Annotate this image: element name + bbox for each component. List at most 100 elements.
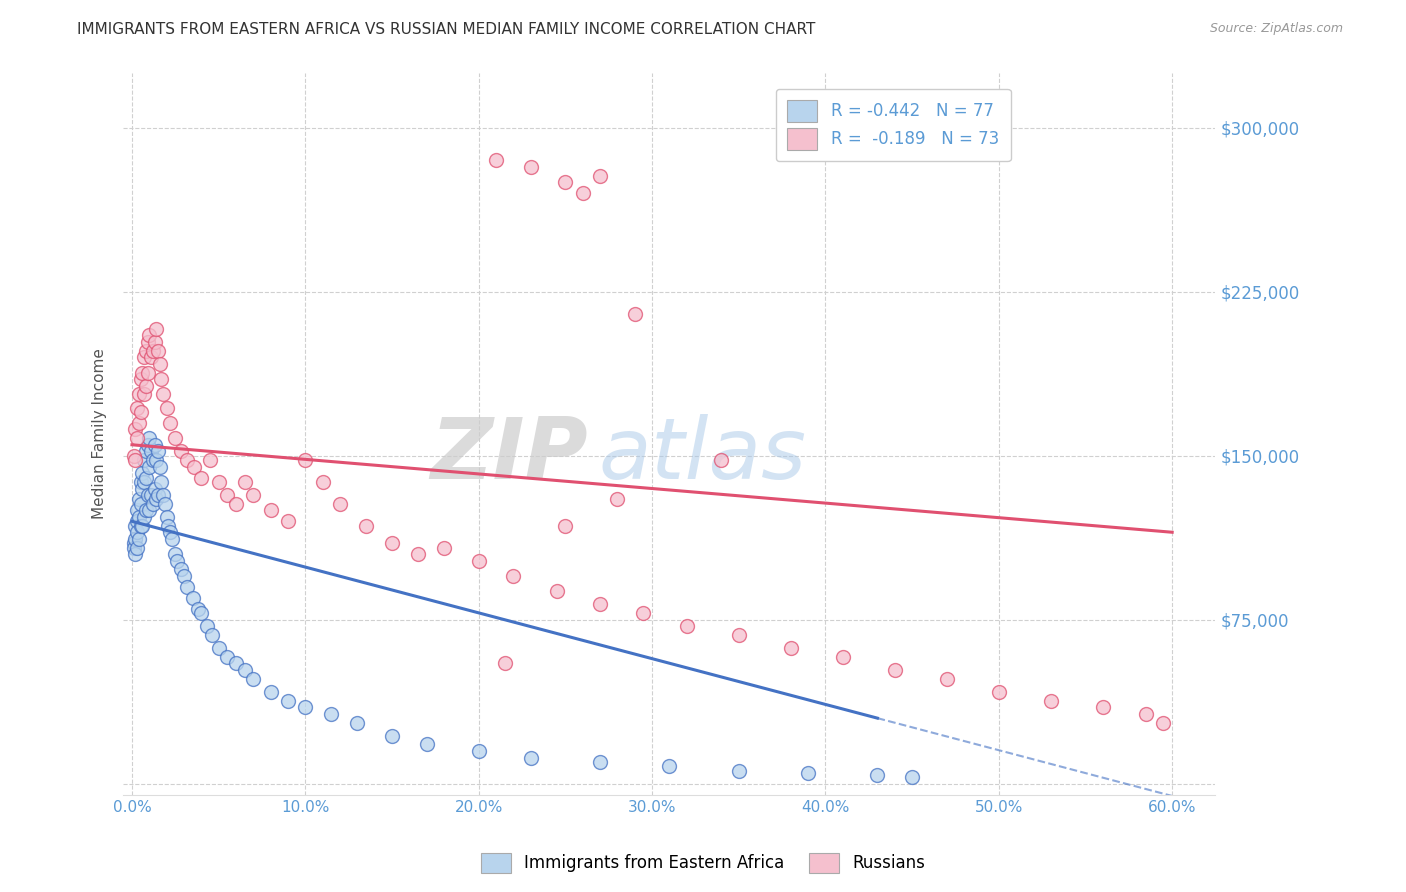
Point	[156, 510, 179, 524]
Text: ZIP: ZIP	[430, 414, 588, 497]
Point	[156, 401, 179, 415]
Point	[294, 453, 316, 467]
Legend: Immigrants from Eastern Africa, Russians: Immigrants from Eastern Africa, Russians	[474, 847, 932, 880]
Point	[128, 510, 150, 524]
Point	[208, 641, 231, 656]
Point	[132, 510, 155, 524]
Text: Source: ZipAtlas.com: Source: ZipAtlas.com	[1209, 22, 1343, 36]
Point	[160, 532, 183, 546]
Point	[150, 475, 173, 489]
Point	[190, 470, 212, 484]
Point	[122, 541, 145, 555]
Point	[675, 619, 697, 633]
Point	[519, 750, 541, 764]
Point	[633, 606, 655, 620]
Point	[183, 459, 205, 474]
Point	[233, 663, 256, 677]
Point	[135, 343, 157, 358]
Point	[381, 729, 404, 743]
Point	[195, 619, 218, 633]
Point	[208, 475, 231, 489]
Point	[132, 453, 155, 467]
Point	[128, 387, 150, 401]
Point	[554, 518, 576, 533]
Point	[779, 641, 801, 656]
Point	[127, 503, 149, 517]
Point	[122, 536, 145, 550]
Point	[146, 343, 169, 358]
Point	[139, 351, 162, 365]
Point	[153, 497, 176, 511]
Point	[710, 453, 733, 467]
Point	[589, 598, 612, 612]
Point	[176, 453, 198, 467]
Point	[149, 357, 172, 371]
Point	[260, 503, 283, 517]
Point	[122, 449, 145, 463]
Point	[225, 497, 247, 511]
Point	[176, 580, 198, 594]
Point	[146, 444, 169, 458]
Point	[901, 770, 924, 784]
Point	[166, 554, 188, 568]
Point	[127, 541, 149, 555]
Point	[127, 525, 149, 540]
Point	[136, 488, 159, 502]
Point	[294, 700, 316, 714]
Point	[131, 466, 153, 480]
Point	[415, 738, 437, 752]
Point	[127, 514, 149, 528]
Point	[131, 518, 153, 533]
Point	[589, 169, 612, 183]
Point	[152, 488, 174, 502]
Point	[131, 366, 153, 380]
Point	[173, 569, 195, 583]
Point	[124, 547, 146, 561]
Point	[145, 322, 167, 336]
Point	[136, 438, 159, 452]
Point	[727, 628, 749, 642]
Point	[152, 387, 174, 401]
Point	[135, 444, 157, 458]
Point	[1091, 700, 1114, 714]
Y-axis label: Median Family Income: Median Family Income	[93, 349, 107, 519]
Legend: R = -0.442   N = 77, R =  -0.189   N = 73: R = -0.442 N = 77, R = -0.189 N = 73	[776, 88, 1011, 161]
Point	[346, 715, 368, 730]
Text: atlas: atlas	[599, 414, 807, 497]
Point	[135, 378, 157, 392]
Point	[146, 488, 169, 502]
Point	[149, 459, 172, 474]
Point	[225, 657, 247, 671]
Point	[129, 405, 152, 419]
Point	[139, 488, 162, 502]
Point	[198, 453, 221, 467]
Point	[131, 482, 153, 496]
Point	[883, 663, 905, 677]
Point	[138, 503, 160, 517]
Point	[142, 453, 165, 467]
Point	[217, 649, 239, 664]
Point	[138, 431, 160, 445]
Point	[502, 569, 524, 583]
Point	[433, 541, 456, 555]
Point	[150, 372, 173, 386]
Point	[589, 755, 612, 769]
Point	[142, 497, 165, 511]
Point	[329, 497, 352, 511]
Point	[190, 606, 212, 620]
Point	[145, 492, 167, 507]
Point	[138, 328, 160, 343]
Point	[159, 416, 181, 430]
Point	[136, 334, 159, 349]
Point	[132, 351, 155, 365]
Point	[519, 160, 541, 174]
Text: IMMIGRANTS FROM EASTERN AFRICA VS RUSSIAN MEDIAN FAMILY INCOME CORRELATION CHART: IMMIGRANTS FROM EASTERN AFRICA VS RUSSIA…	[77, 22, 815, 37]
Point	[658, 759, 681, 773]
Point	[727, 764, 749, 778]
Point	[1039, 693, 1062, 707]
Point	[467, 554, 489, 568]
Point	[132, 387, 155, 401]
Point	[127, 401, 149, 415]
Point	[797, 765, 820, 780]
Point	[606, 492, 628, 507]
